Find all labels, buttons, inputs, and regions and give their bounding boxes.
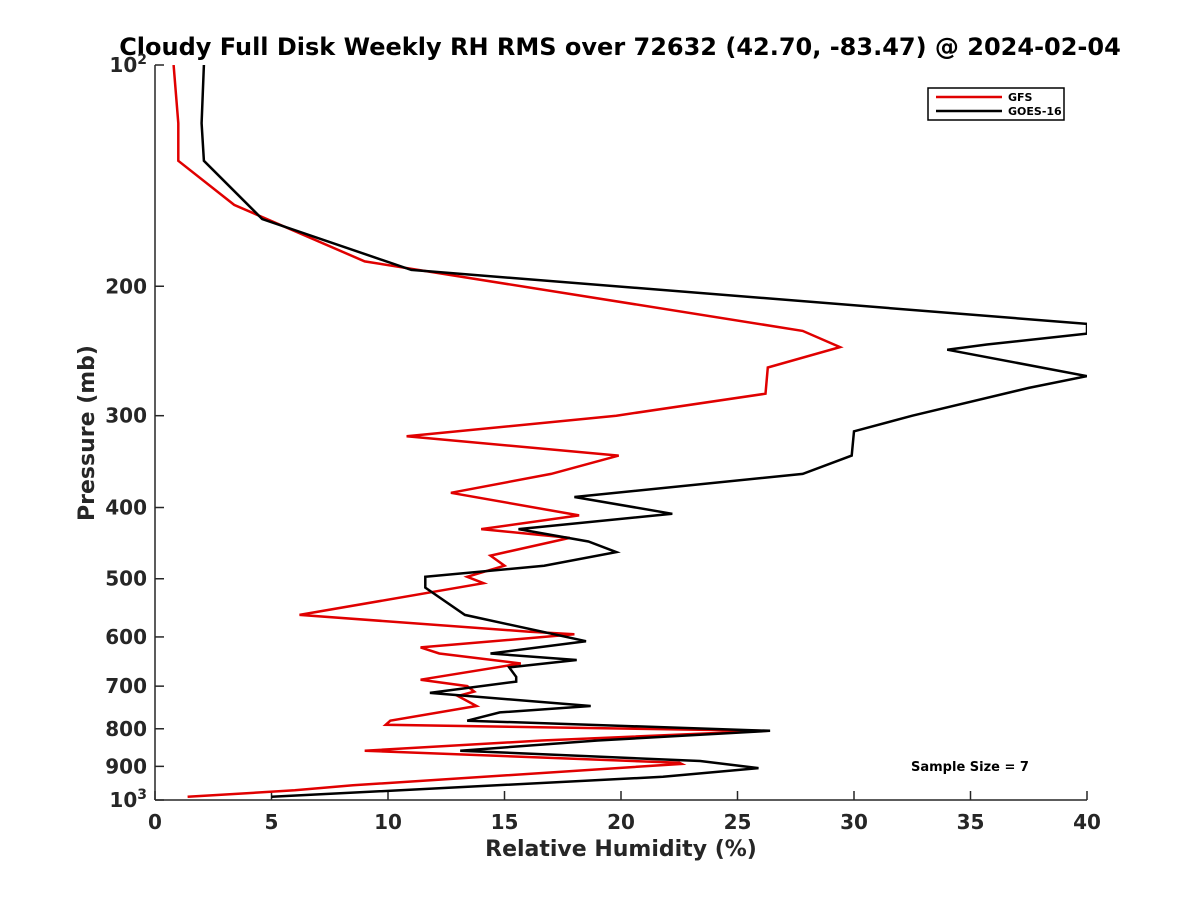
y-tick-label: 500	[105, 567, 147, 591]
series-line-gfs	[172, 65, 844, 799]
axes	[154, 65, 1087, 801]
y-tick-label: 700	[105, 674, 147, 698]
y-tick-label: 400	[105, 496, 147, 520]
x-tick-label: 30	[840, 810, 868, 834]
legend-label-gfs: GFS	[1008, 91, 1033, 104]
legend-label-goes16: GOES-16	[1008, 105, 1062, 118]
plot-area	[172, 65, 1087, 799]
legend-box	[927, 87, 1065, 121]
x-axis-label: Relative Humidity (%)	[485, 837, 757, 862]
x-tick-label: 40	[1073, 810, 1101, 834]
x-tick-label: 5	[265, 810, 279, 834]
y-tick-label: 300	[105, 404, 147, 428]
y-tick-label: 102	[109, 52, 147, 77]
y-tick-label: 103	[109, 787, 147, 812]
series-layer	[172, 65, 1087, 799]
legend: GFS GOES-16	[927, 87, 1065, 121]
x-ticks: 0 5 10 15 20 25 30 35 40	[148, 791, 1101, 834]
sample-size-annotation: Sample Size = 7	[911, 760, 1029, 775]
y-tick-label: 600	[105, 625, 147, 649]
y-tick-label: 800	[105, 717, 147, 741]
x-tick-label: 35	[957, 810, 985, 834]
chart-title: Cloudy Full Disk Weekly RH RMS over 7263…	[119, 33, 1121, 61]
x-tick-label: 10	[374, 810, 402, 834]
x-tick-label: 20	[607, 810, 635, 834]
y-axis-label: Pressure (mb)	[75, 345, 100, 521]
y-tick-label: 900	[105, 754, 147, 778]
x-tick-label: 15	[491, 810, 519, 834]
x-tick-label: 25	[724, 810, 752, 834]
series-line-goes16	[200, 65, 1087, 799]
y-tick-label: 200	[105, 274, 147, 298]
x-tick-label: 0	[148, 810, 162, 834]
y-ticks: 102 200 300 400 500 600 700 800 900 103	[105, 52, 164, 812]
